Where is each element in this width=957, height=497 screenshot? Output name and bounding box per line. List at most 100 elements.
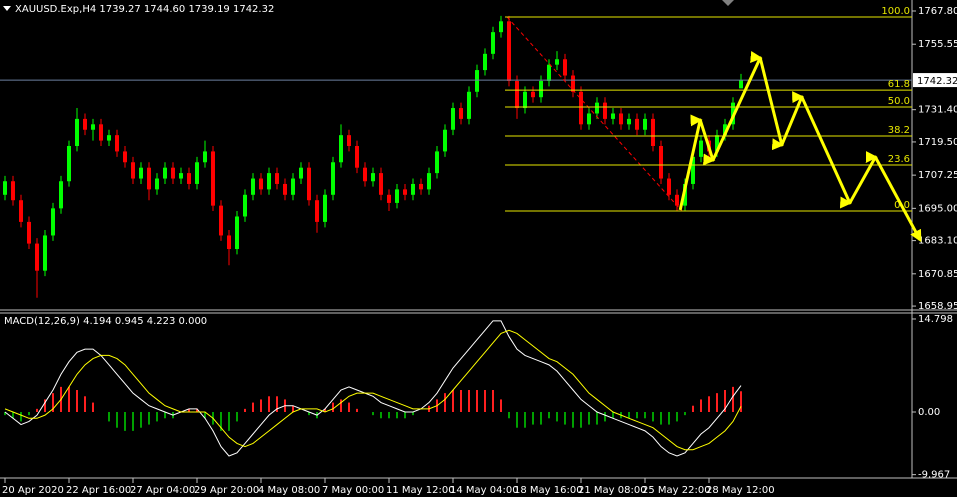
candle-body: [395, 189, 399, 203]
fib-level-label: 61.8: [888, 79, 910, 90]
candle-body: [315, 200, 319, 222]
candle-body: [499, 21, 503, 33]
main-line: [4, 320, 742, 457]
candle-body: [443, 129, 447, 152]
candle-body: [331, 162, 335, 195]
candle-body: [619, 113, 623, 125]
candle-body: [75, 118, 79, 147]
fib-trend-line: [506, 16, 683, 212]
candle-body: [579, 91, 583, 125]
x-tick-label: 14 May 04:00: [450, 485, 519, 496]
candle-body: [635, 118, 639, 130]
candle-body: [675, 194, 679, 206]
candle-body: [603, 102, 607, 119]
last-price-label: 1742.32: [917, 76, 957, 87]
candle-body: [155, 178, 159, 190]
candle-body: [131, 162, 135, 179]
menu-triangle[interactable]: [3, 6, 11, 11]
y-tick-label: -9.967: [918, 470, 950, 481]
x-tick-label: 27 Apr 04:00: [130, 485, 195, 496]
candle-body: [243, 194, 247, 217]
fib-level-label: 50.0: [888, 96, 910, 107]
candle-body: [267, 173, 271, 190]
candle-body: [219, 205, 223, 236]
candle-body: [3, 181, 7, 195]
candle-body: [459, 108, 463, 119]
candle-body: [291, 178, 295, 195]
candle-body: [563, 59, 567, 76]
candle-body: [299, 167, 303, 179]
candle-body: [251, 178, 255, 195]
y-tick-label: 1755.55: [918, 39, 957, 50]
candle-body: [27, 221, 31, 244]
macd-title: MACD(12,26,9) 4.194 0.945 4.223 0.000: [4, 316, 207, 327]
candle-body: [475, 70, 479, 92]
candle-body: [435, 151, 439, 174]
fib-level-label: 38.2: [888, 125, 910, 136]
candle-body: [163, 167, 167, 179]
candle-body: [339, 135, 343, 163]
candle-body: [35, 243, 39, 271]
candle-body: [107, 135, 111, 141]
candle-body: [739, 80, 743, 89]
candle-body: [67, 146, 71, 182]
candle-body: [139, 167, 143, 179]
candle-body: [659, 146, 663, 179]
candle-body: [91, 124, 95, 130]
candle-body: [699, 140, 703, 157]
candle-body: [51, 208, 55, 236]
x-tick-label: 25 May 22:00: [642, 485, 711, 496]
candle-body: [643, 118, 647, 130]
candle-body: [19, 200, 23, 222]
candle-body: [371, 173, 375, 182]
candle-body: [275, 173, 279, 184]
y-tick-label: 1719.50: [918, 137, 957, 148]
x-tick-label: 18 May 16:00: [514, 485, 583, 496]
candle-body: [363, 167, 367, 182]
candle-body: [235, 216, 239, 250]
candle-body: [451, 108, 455, 130]
y-tick-label: 1731.40: [918, 105, 957, 116]
candle-body: [323, 194, 327, 222]
candle-body: [179, 173, 183, 179]
y-tick-label: 14.798: [918, 314, 953, 325]
y-tick-label: 0.00: [918, 407, 940, 418]
histogram: [4, 386, 742, 431]
candle-body: [523, 91, 527, 109]
shift-marker[interactable]: [722, 0, 734, 6]
candle-body: [387, 194, 391, 203]
candle-body: [547, 64, 551, 81]
candle-body: [611, 113, 615, 119]
candle-body: [195, 162, 199, 184]
candle-body: [427, 173, 431, 190]
signal-line: [4, 329, 742, 451]
candle-body: [203, 151, 207, 163]
candle-body: [515, 80, 519, 109]
last-price-box: [913, 73, 957, 88]
candle-body: [355, 146, 359, 168]
candle-body: [147, 167, 151, 190]
y-tick-label: 1658.95: [918, 301, 957, 312]
candle-body: [651, 118, 655, 147]
candle-body: [467, 91, 471, 119]
x-tick-label: 20 Apr 2020: [2, 485, 64, 496]
candle-body: [59, 181, 63, 209]
y-tick-label: 1707.25: [918, 170, 957, 181]
candle-body: [171, 167, 175, 179]
candle-body: [587, 113, 591, 125]
candle-body: [507, 21, 511, 81]
x-tick-label: 22 Apr 16:00: [66, 485, 131, 496]
candle-body: [83, 118, 87, 130]
candle-body: [187, 173, 191, 184]
candle-body: [595, 102, 599, 114]
candle-body: [11, 181, 15, 201]
fib-level-label: 100.0: [881, 6, 910, 17]
y-tick-label: 1767.80: [918, 6, 957, 17]
candle-body: [307, 167, 311, 201]
candle-body: [227, 235, 231, 250]
candle-body: [43, 235, 47, 271]
candle-body: [211, 151, 215, 206]
projection-path: [678, 51, 922, 243]
y-tick-label: 1695.00: [918, 203, 957, 214]
